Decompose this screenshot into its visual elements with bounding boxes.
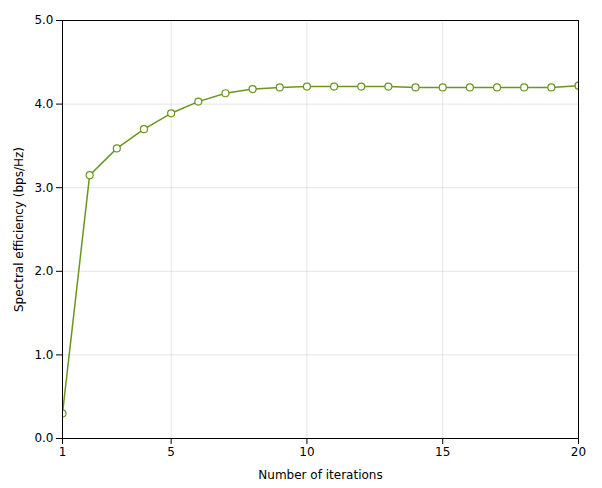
svg-text:0.0: 0.0 (34, 431, 53, 445)
svg-text:5: 5 (167, 445, 175, 459)
svg-text:Spectral efficiency (bps/Hz): Spectral efficiency (bps/Hz) (12, 147, 26, 312)
svg-text:4.0: 4.0 (34, 97, 53, 111)
svg-text:Number of iterations: Number of iterations (258, 468, 382, 482)
svg-text:10: 10 (299, 445, 314, 459)
svg-text:20: 20 (571, 445, 586, 459)
svg-text:1.0: 1.0 (34, 348, 53, 362)
svg-text:2.0: 2.0 (34, 264, 53, 278)
svg-text:3.0: 3.0 (34, 181, 53, 195)
svg-text:1: 1 (59, 445, 67, 459)
svg-text:5.0: 5.0 (34, 13, 53, 27)
svg-text:15: 15 (435, 445, 450, 459)
